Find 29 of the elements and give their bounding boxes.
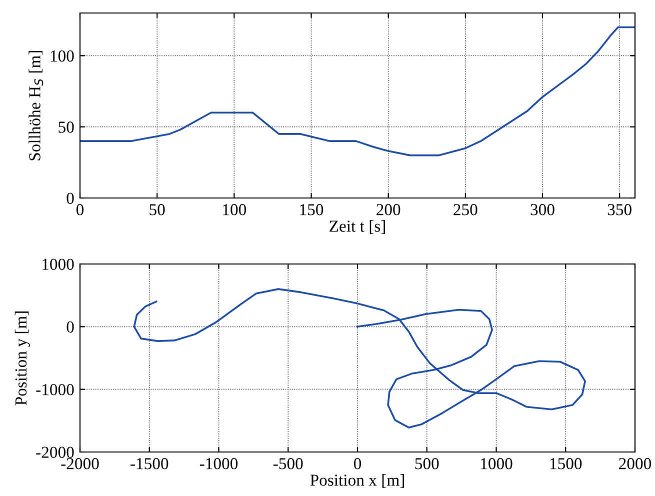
x-tick-label: 100 [223, 204, 246, 216]
y-tick-label: 50 [58, 122, 74, 133]
x-tick-label: 0 [354, 458, 362, 470]
y-tick-label: 1000 [42, 258, 74, 270]
x-tick-label: 0 [76, 204, 84, 216]
y-tick-label: -1000 [36, 384, 74, 396]
x-tick-label: -500 [273, 458, 303, 470]
y-axis-title: Position y [m] [14, 312, 30, 406]
x-tick-label: 1500 [550, 458, 582, 470]
x-tick-label: 300 [530, 204, 554, 216]
x-tick-label: 200 [376, 204, 400, 216]
x-tick-label: 250 [454, 204, 478, 216]
x-tick-label: 350 [608, 204, 632, 216]
y-tick-label: 0 [66, 192, 74, 204]
y-tick-label: -2000 [36, 446, 74, 458]
x-tick-label: 500 [415, 458, 439, 470]
y-axis-title: Sollhöhe H$_{S}$ [m] [28, 50, 44, 160]
y-tick-label: 100 [50, 50, 74, 62]
x-axis-title: Zeit t [s] [330, 220, 385, 234]
x-tick-label: 150 [300, 204, 324, 216]
line-series [80, 26, 635, 156]
x-tick-label: -1500 [130, 458, 168, 470]
x-tick-label: 2000 [619, 458, 652, 470]
x-tick-label: 1000 [481, 458, 512, 470]
x-tick-label: -1000 [200, 458, 238, 470]
y-tick-label: 0 [66, 321, 74, 333]
x-tick-label: 50 [150, 204, 165, 216]
line-series [133, 288, 586, 428]
x-axis-title: Position x [m] [310, 474, 404, 488]
